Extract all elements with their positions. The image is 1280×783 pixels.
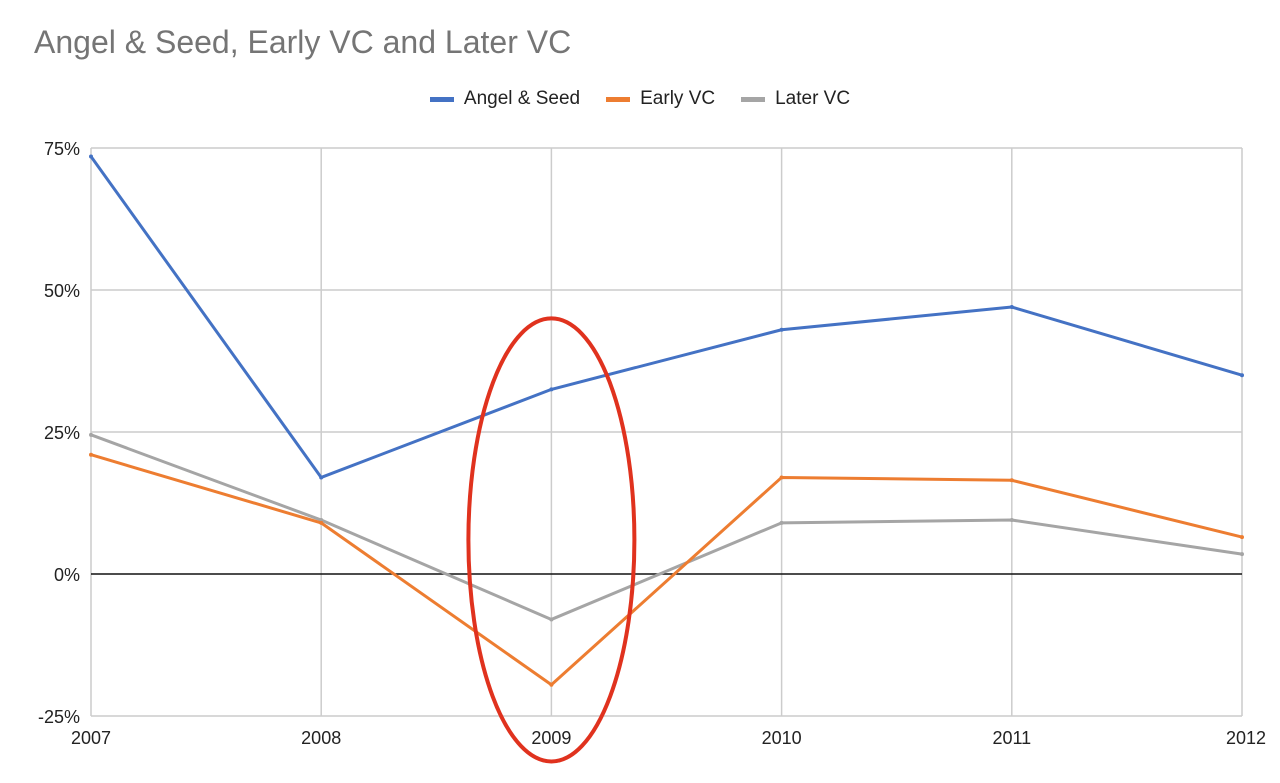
data-point-angel-seed [319,475,324,480]
data-point-later-vc [1009,518,1014,523]
legend-item-angel-seed[interactable]: Angel & Seed [429,88,581,110]
data-point-angel-seed [779,327,784,332]
legend-swatch-later-vc [741,96,766,102]
legend-item-later-vc[interactable]: Later VC [741,88,850,110]
series-line-later-vc [89,433,1244,621]
data-point-early-vc [89,452,93,457]
x-tick-label: 2009 [531,728,571,748]
legend: Angel & Seed Early VC Later VC [0,88,1280,110]
legend-swatch-early-vc [606,96,631,102]
data-point-later-vc [779,520,784,525]
series-line-angel-seed [89,155,1244,479]
data-point-angel-seed [549,387,554,392]
x-tick-label: 2012 [1226,728,1266,748]
data-point-early-vc [1009,478,1014,483]
highlight-ellipse [466,316,637,764]
x-tick-label: 2011 [992,728,1031,748]
x-tick-label: 2007 [71,728,111,748]
data-point-early-vc [549,682,554,687]
data-point-early-vc [319,520,324,525]
legend-swatch-angel-seed [429,96,454,102]
series-line-early-vc [89,453,1244,687]
x-tick-label: 2010 [762,728,802,748]
y-tick-label: 0% [54,565,80,585]
data-point-angel-seed [1009,305,1014,310]
legend-label-angel-seed: Angel & Seed [463,88,581,109]
y-tick-label: -25% [38,707,80,727]
data-point-angel-seed [89,154,93,159]
chart-title: Angel & Seed, Early VC and Later VC [34,24,572,60]
data-point-early-vc [1240,535,1244,540]
data-point-later-vc [89,432,93,437]
legend-label-early-vc: Early VC [640,88,716,109]
y-tick-label: 75% [44,139,80,159]
y-tick-label: 25% [44,423,80,443]
data-point-angel-seed [1240,373,1244,378]
x-tick-label: 2008 [301,728,341,748]
legend-label-later-vc: Later VC [775,88,851,109]
data-point-later-vc [549,617,554,622]
y-tick-label: 50% [44,281,80,301]
data-point-early-vc [779,475,784,480]
legend-item-early-vc[interactable]: Early VC [606,88,715,110]
data-point-later-vc [1240,552,1244,557]
